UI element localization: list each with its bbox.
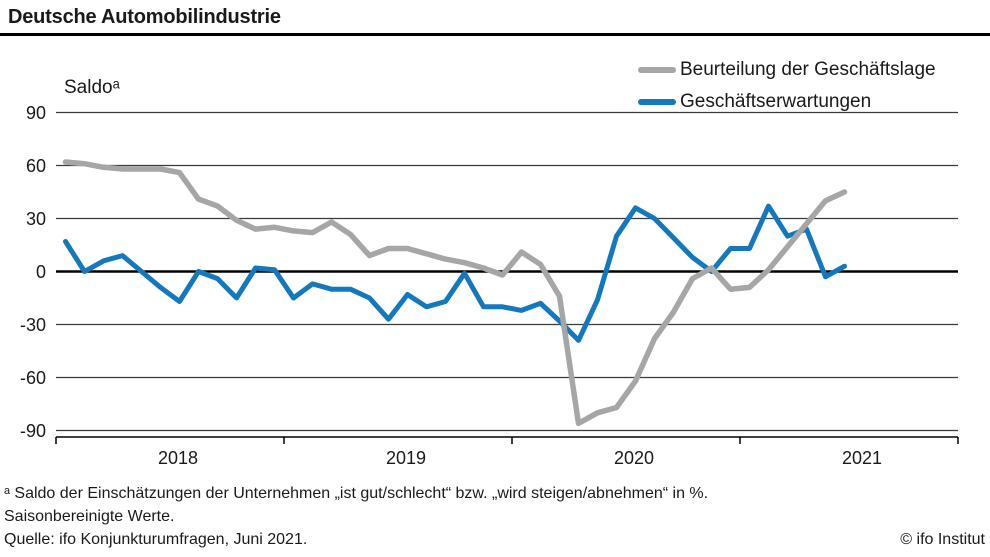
y-axis-tick-label: -30 [19, 314, 46, 335]
page-title: Deutsche Automobilindustrie [8, 6, 281, 28]
copyright-note: © ifo Institut [900, 531, 985, 548]
y-axis-tick-label: 90 [25, 102, 46, 123]
legend-item-geschaeftserwartungen: Geschäftserwartungen [638, 90, 872, 114]
y-axis-tick-label: -90 [19, 420, 46, 441]
x-axis-tick-label: 2019 [385, 448, 427, 468]
y-axis-tick-label: 0 [35, 261, 46, 282]
series-line-geschaeftslage [62, 159, 848, 427]
title-divider [0, 33, 990, 36]
footnote-seasonal: Saisonbereinigte Werte. [4, 508, 175, 525]
legend-label: Geschäftserwartungen [680, 91, 872, 112]
footnote-definition: ᵃ Saldo der Einschätzungen der Unternehm… [4, 485, 709, 502]
legend-item-geschaeftslage: Beurteilung der Geschäftslage [638, 58, 936, 82]
y-axis-tick-label: 30 [25, 208, 46, 229]
legend-swatch-gray [638, 67, 676, 73]
x-axis-tick-label: 2021 [841, 448, 883, 468]
series-line-geschaeftserwartungen [63, 203, 847, 343]
source-note: Quelle: ifo Konjunkturumfragen, Juni 202… [4, 531, 308, 548]
y-axis-title: Saldoᵃ [64, 77, 120, 98]
y-axis-tick-label: 60 [25, 155, 46, 176]
x-axis-tick-label: 2018 [157, 448, 199, 468]
legend-swatch-blue [638, 99, 676, 105]
x-axis-tick-label: 2020 [613, 448, 655, 468]
y-axis-tick-label: -60 [19, 367, 46, 388]
legend-label: Beurteilung der Geschäftslage [680, 59, 936, 80]
